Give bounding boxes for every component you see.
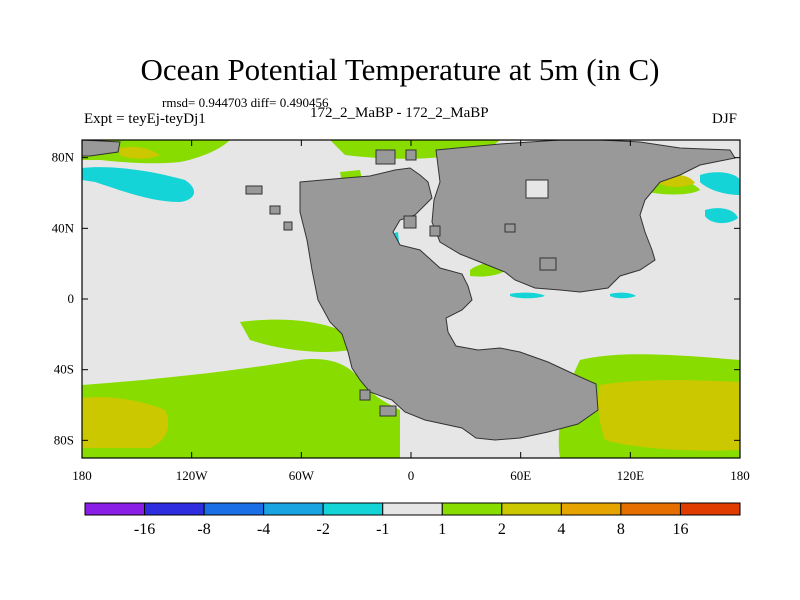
anomaly-layer-yellow [82, 146, 740, 451]
x-tick-label: 180 [730, 468, 750, 483]
axis-ticks [81, 140, 741, 458]
colorbar-label: -8 [197, 521, 210, 538]
colorbar-swatch [382, 502, 443, 516]
x-tick-label: 0 [408, 468, 415, 483]
inland-lake [525, 179, 549, 199]
colorbar-swatch [441, 502, 503, 516]
colorbar-swatch [144, 502, 205, 516]
x-tick-label: 120W [176, 468, 209, 483]
y-tick-label: 80N [52, 150, 75, 165]
colorbar-label: 8 [617, 521, 625, 538]
colorbar-label: 2 [498, 521, 506, 538]
colorbar [84, 502, 741, 516]
axis-labels: 180 120W 60W 0 60E 120E 180 80N 40N 0 40S 80S [52, 150, 750, 483]
chart-title: Ocean Potential Temperature at 5m (in C) [140, 52, 660, 87]
x-tick-label: 180 [72, 468, 92, 483]
colorbar-labels: -16 -8 -4 -2 -1 1 2 4 8 16 [134, 521, 689, 538]
colorbar-label: 1 [438, 521, 446, 538]
colorbar-label: -1 [376, 521, 389, 538]
colorbar-label: -4 [257, 521, 270, 538]
y-tick-label: 0 [68, 291, 75, 306]
y-tick-label: 80S [54, 432, 74, 447]
x-tick-label: 60W [289, 468, 315, 483]
season-label: DJF [712, 111, 738, 127]
colorbar-swatch [620, 502, 681, 516]
colorbar-label: 4 [557, 521, 565, 538]
colorbar-swatch [679, 502, 741, 516]
y-tick-label: 40S [54, 362, 74, 377]
colorbar-label: -16 [134, 521, 155, 538]
x-tick-label: 120E [617, 468, 645, 483]
colorbar-label: -2 [317, 521, 330, 538]
colorbar-swatch [263, 502, 324, 516]
colorbar-swatch [84, 502, 146, 516]
stats-line: rmsd= 0.944703 diff= 0.490456 [162, 95, 329, 110]
land-masses [81, 139, 736, 441]
colorbar-swatch [560, 502, 622, 516]
colorbar-swatch [203, 502, 265, 516]
colorbar-label: 16 [672, 521, 688, 538]
x-tick-label: 60E [510, 468, 531, 483]
center-label: 172_2_MaBP - 172_2_MaBP [310, 105, 489, 121]
experiment-label: Expt = teyEj-teyDj1 [84, 111, 206, 127]
colorbar-swatch [322, 502, 384, 516]
y-tick-label: 40N [52, 220, 75, 235]
colorbar-swatch [501, 502, 562, 516]
